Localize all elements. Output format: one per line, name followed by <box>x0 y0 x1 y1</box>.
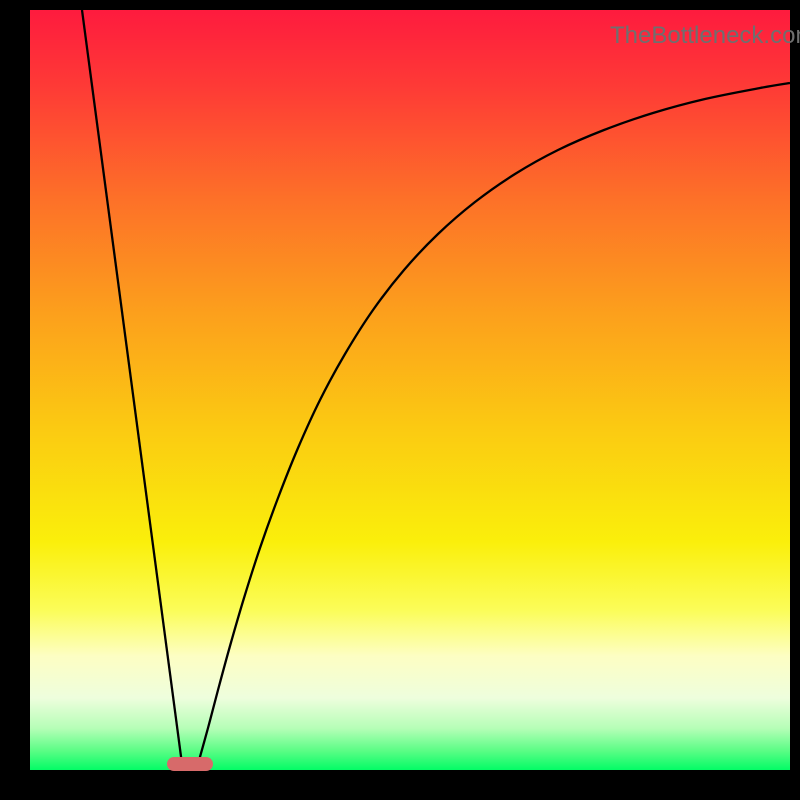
bottleneck-marker <box>167 757 213 771</box>
marker-layer <box>30 10 790 770</box>
plot-area: TheBottleneck.com <box>30 10 790 770</box>
chart-frame: TheBottleneck.com <box>0 0 800 800</box>
